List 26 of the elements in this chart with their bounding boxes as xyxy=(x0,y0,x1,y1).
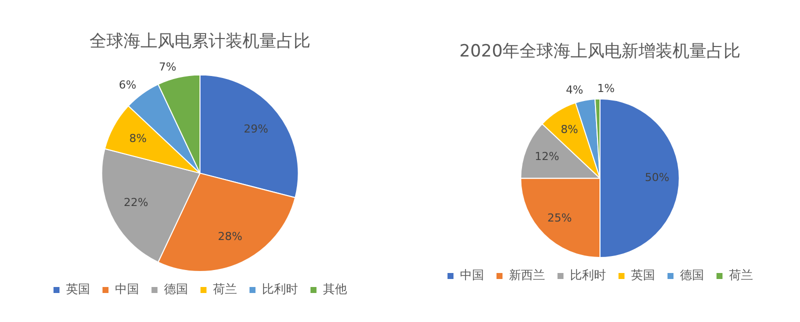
legend-label: 德国 xyxy=(164,282,188,296)
data-label: 6% xyxy=(118,78,136,92)
chart-title: 全球海上风电累计装机量占比 xyxy=(90,32,310,52)
legend-label: 荷兰 xyxy=(729,268,753,282)
legend-label: 中国 xyxy=(115,282,139,296)
data-label: 12% xyxy=(534,150,560,164)
data-label: 28% xyxy=(218,230,242,244)
data-label: 50% xyxy=(644,171,670,184)
legend-label: 中国 xyxy=(460,268,484,282)
legend-label: 比利时 xyxy=(262,282,298,296)
data-label: 4% xyxy=(566,83,584,96)
data-label: 1% xyxy=(597,82,615,95)
data-label: 8% xyxy=(129,132,147,145)
data-label: 29% xyxy=(244,122,268,136)
legend-label: 新西兰 xyxy=(509,268,545,282)
legend-label: 比利时 xyxy=(570,268,606,282)
data-label: 7% xyxy=(158,60,176,74)
chart-title: 2020年全球海上风电新增装机量占比 xyxy=(459,42,741,62)
data-label: 22% xyxy=(124,196,148,210)
legend-label: 荷兰 xyxy=(213,282,237,296)
legend-label: 其他 xyxy=(323,282,347,296)
legend-label: 英国 xyxy=(631,268,655,282)
legend-label: 德国 xyxy=(680,268,704,282)
data-label: 25% xyxy=(547,211,572,224)
legend-label: 英国 xyxy=(66,282,90,296)
data-label: 8% xyxy=(560,122,578,136)
